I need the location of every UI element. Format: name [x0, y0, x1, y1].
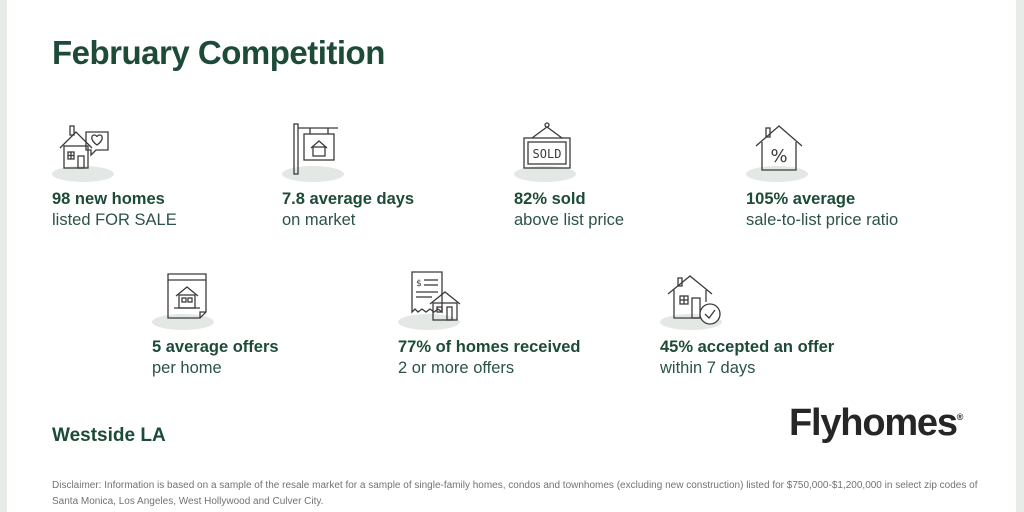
stat-sale-to-list-ratio: % 105% average sale-to-list price ratio	[746, 120, 898, 230]
stat-value: 45% accepted an offer	[660, 338, 835, 356]
stat-label: listed FOR SALE	[52, 211, 177, 229]
stat-multiple-offers: $ 77% of homes received 2 or more offers	[398, 268, 581, 378]
brand-name: Flyhomes	[789, 402, 958, 444]
right-border	[1016, 0, 1024, 512]
icon-shadow	[52, 166, 114, 182]
house-check-icon	[667, 275, 721, 325]
stat-label: 2 or more offers	[398, 359, 515, 377]
stat-value: 5 average offers	[152, 338, 279, 356]
stat-new-homes: 98 new homes listed FOR SALE	[52, 120, 177, 230]
svg-text:$: $	[416, 279, 422, 289]
icon-shadow	[398, 314, 460, 330]
stat-value: 82% sold	[514, 190, 586, 208]
icon-shadow	[514, 166, 576, 182]
stat-sold-above-list: SOLD 82% sold above list price	[514, 120, 624, 230]
page-title: February Competition	[52, 34, 385, 71]
disclaimer-text: Disclaimer: Information is based on a sa…	[52, 480, 978, 507]
stat-value: 98 new homes	[52, 190, 165, 208]
stat-accepted-offer: 45% accepted an offer within 7 days	[660, 268, 834, 378]
stat-value: 105% average	[746, 190, 856, 208]
svg-text:%: %	[770, 146, 787, 167]
stat-label: within 7 days	[660, 359, 756, 377]
stat-average-offers: 5 average offers per home	[152, 268, 279, 378]
stat-label: above list price	[514, 211, 625, 229]
stat-label: per home	[152, 359, 222, 377]
for-sale-sign-icon	[293, 123, 338, 175]
stat-label: sale-to-list price ratio	[746, 211, 899, 229]
registered-mark: ®	[956, 412, 964, 422]
flyhomes-logo: Flyhomes®	[789, 402, 963, 445]
house-heart-icon	[59, 125, 109, 169]
receipt-house-icon: $	[411, 271, 461, 321]
location-label: Westside LA	[52, 425, 166, 446]
house-percent-icon: %	[755, 125, 803, 171]
house-document-icon	[167, 273, 207, 319]
svg-text:SOLD: SOLD	[533, 147, 562, 161]
stat-value: 77% of homes received	[398, 338, 581, 356]
stat-days-on-market: 7.8 average days on market	[282, 120, 414, 230]
stat-label: on market	[282, 211, 356, 229]
stat-value: 7.8 average days	[282, 190, 415, 208]
sold-sign-icon: SOLD	[523, 122, 571, 169]
left-border	[0, 0, 7, 512]
